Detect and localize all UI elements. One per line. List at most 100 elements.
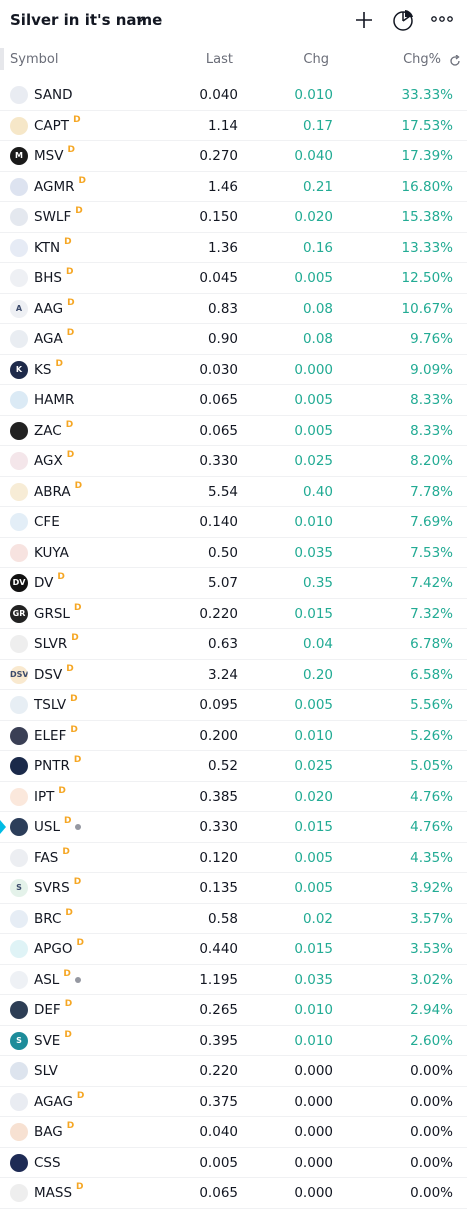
column-symbol[interactable]: Symbol	[10, 52, 59, 67]
symbol-name[interactable]: ELEF D	[34, 725, 78, 744]
symbol-name[interactable]: AGA D	[34, 328, 74, 347]
table-row[interactable]: M MSV D 0.270 0.040 17.39%	[0, 141, 467, 172]
symbol-ticker: KS	[34, 361, 52, 378]
table-row[interactable]: BRC D 0.58 0.02 3.57%	[0, 904, 467, 934]
symbol-name[interactable]: MASS D	[34, 1182, 84, 1201]
table-row[interactable]: KUYA 0.50 0.035 7.53%	[0, 538, 467, 568]
symbol-name[interactable]: BRC D	[34, 908, 73, 927]
plus-icon[interactable]	[354, 10, 374, 30]
column-chgpct[interactable]: Chg%	[403, 52, 441, 67]
table-row[interactable]: CSS 0.005 0.000 0.00%	[0, 1148, 467, 1178]
watchlist-title[interactable]: Silver in it's name	[10, 11, 163, 29]
table-row[interactable]: AGAG D 0.375 0.000 0.00%	[0, 1087, 467, 1117]
symbol-name[interactable]: AAG D	[34, 298, 75, 317]
table-row[interactable]: APGO D 0.440 0.015 3.53%	[0, 934, 467, 965]
symbol-name[interactable]: ASL D	[34, 969, 81, 988]
table-row[interactable]: HAMR 0.065 0.005 8.33%	[0, 385, 467, 416]
change-percent: 7.42%	[410, 575, 453, 591]
symbol-name[interactable]: SLVR D	[34, 633, 79, 652]
table-row[interactable]: K KS D 0.030 0.000 9.09%	[0, 355, 467, 385]
symbol-name[interactable]: AGX D	[34, 450, 74, 469]
table-row[interactable]: ZAC D 0.065 0.005 8.33%	[0, 416, 467, 446]
table-row[interactable]: BHS D 0.045 0.005 12.50%	[0, 263, 467, 294]
symbol-name[interactable]: KS D	[34, 358, 63, 378]
symbol-name[interactable]: SAND	[34, 87, 73, 103]
table-row[interactable]: CFE 0.140 0.010 7.69%	[0, 507, 467, 538]
symbol-logo-icon	[10, 238, 28, 257]
symbol-name[interactable]: DSV D	[34, 664, 74, 683]
table-row[interactable]: SWLF D 0.150 0.020 15.38%	[0, 202, 467, 233]
table-row[interactable]: IPT D 0.385 0.020 4.76%	[0, 782, 467, 812]
symbol-name[interactable]: ABRA D	[34, 481, 82, 500]
change-percent: 17.53%	[401, 117, 453, 134]
symbol-name[interactable]: AGMR D	[34, 176, 86, 195]
table-row[interactable]: CAPT D 1.14 0.17 17.53%	[0, 111, 467, 141]
change-value: 0.020	[294, 209, 333, 225]
table-row[interactable]: FAS D 0.120 0.005 4.35%	[0, 843, 467, 873]
table-row[interactable]: GR GRSL D 0.220 0.015 7.32%	[0, 599, 467, 629]
symbol-name[interactable]: SWLF D	[34, 206, 83, 225]
table-row[interactable]: AGX D 0.330 0.025 8.20%	[0, 446, 467, 477]
chevron-down-icon[interactable]	[136, 15, 146, 23]
pie-chart-icon[interactable]	[391, 8, 415, 32]
table-row[interactable]: KTN D 1.36 0.16 13.33%	[0, 233, 467, 263]
change-percent: 2.60%	[410, 1032, 453, 1049]
symbol-ticker: AGAG	[34, 1093, 73, 1110]
table-row[interactable]: TSLV D 0.095 0.005 5.56%	[0, 690, 467, 721]
refresh-icon[interactable]	[449, 55, 461, 67]
table-row[interactable]: USL D 0.330 0.015 4.76%	[0, 812, 467, 843]
table-row[interactable]: DV DV D 5.07 0.35 7.42%	[0, 568, 467, 599]
last-price: 1.195	[199, 971, 238, 988]
table-row[interactable]: S SVRS D 0.135 0.005 3.92%	[0, 873, 467, 904]
symbol-name[interactable]: TSLV D	[34, 694, 78, 713]
symbol-name[interactable]: ZAC D	[34, 420, 73, 439]
symbol-name[interactable]: AGAG D	[34, 1091, 84, 1110]
table-row[interactable]: BAG D 0.040 0.000 0.00%	[0, 1117, 467, 1148]
table-row[interactable]: AGMR D 1.46 0.21 16.80%	[0, 172, 467, 202]
change-percent: 15.38%	[401, 209, 453, 225]
symbol-name[interactable]: DEF D	[34, 999, 72, 1018]
symbol-name[interactable]: SLV	[34, 1063, 58, 1079]
table-row[interactable]: S SVE D 0.395 0.010 2.60%	[0, 1026, 467, 1056]
symbol-name[interactable]: SVE D	[34, 1030, 72, 1049]
table-row[interactable]: MASS D 0.065 0.000 0.00%	[0, 1178, 467, 1209]
table-row[interactable]: DSV DSV D 3.24 0.20 6.58%	[0, 660, 467, 690]
symbol-name[interactable]: GRSL D	[34, 603, 81, 622]
delayed-badge: D	[55, 358, 63, 369]
symbol-name[interactable]: PNTR D	[34, 755, 82, 774]
table-row[interactable]: SAND 0.040 0.010 33.33%	[0, 80, 467, 111]
symbol-name[interactable]: USL D	[34, 816, 82, 835]
column-last[interactable]: Last	[205, 52, 233, 67]
column-chg[interactable]: Chg	[303, 52, 329, 67]
symbol-name[interactable]: MSV D	[34, 145, 75, 164]
symbol-name[interactable]: KTN D	[34, 237, 72, 256]
symbol-ticker: SWLF	[34, 209, 72, 225]
table-row[interactable]: ASL D 1.195 0.035 3.02%	[0, 965, 467, 995]
symbol-name[interactable]: CSS	[34, 1155, 61, 1171]
symbol-name[interactable]: FAS D	[34, 847, 70, 866]
symbol-name[interactable]: DV D	[34, 572, 65, 591]
symbol-name[interactable]: APGO D	[34, 938, 84, 957]
symbol-name[interactable]: KUYA	[34, 545, 69, 561]
table-row[interactable]: SLVR D 0.63 0.04 6.78%	[0, 629, 467, 660]
delayed-badge: D	[67, 145, 75, 155]
symbol-name[interactable]: HAMR	[34, 392, 74, 408]
scroll-indicator	[0, 48, 4, 70]
table-row[interactable]: PNTR D 0.52 0.025 5.05%	[0, 751, 467, 782]
symbol-name[interactable]: BHS D	[34, 267, 73, 286]
symbol-name[interactable]: CAPT D	[34, 115, 81, 134]
table-row[interactable]: SLV 0.220 0.000 0.00%	[0, 1056, 467, 1087]
symbol-ticker: SLV	[34, 1063, 58, 1079]
delayed-badge: D	[73, 755, 82, 765]
table-row[interactable]: DEF D 0.265 0.010 2.94%	[0, 995, 467, 1026]
table-row[interactable]: A AAG D 0.83 0.08 10.67%	[0, 294, 467, 324]
symbol-name[interactable]: CFE	[34, 514, 60, 530]
table-row[interactable]: ELEF D 0.200 0.010 5.26%	[0, 721, 467, 751]
table-row[interactable]: ABRA D 5.54 0.40 7.78%	[0, 477, 467, 507]
symbol-name[interactable]: IPT D	[34, 786, 66, 805]
more-icon[interactable]	[431, 14, 453, 24]
symbol-logo-icon	[10, 269, 28, 287]
symbol-name[interactable]: SVRS D	[34, 877, 81, 896]
table-row[interactable]: AGA D 0.90 0.08 9.76%	[0, 324, 467, 355]
symbol-name[interactable]: BAG D	[34, 1121, 74, 1140]
